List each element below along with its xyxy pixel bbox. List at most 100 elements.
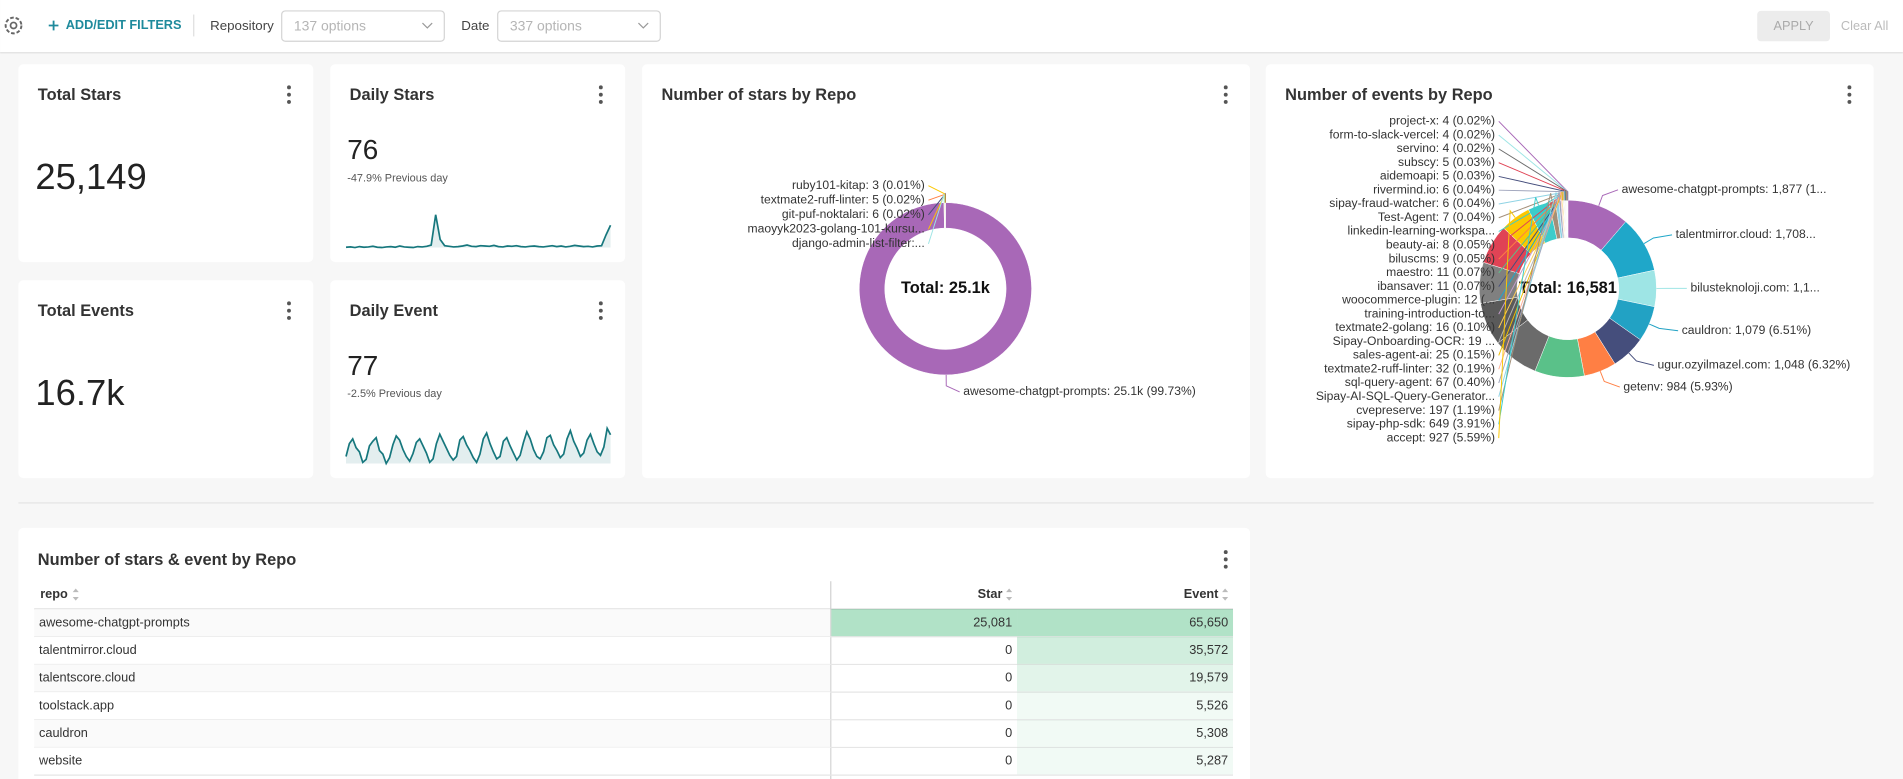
slice-label: biluscms: 9 (0.05%)	[1389, 251, 1495, 265]
slice-label: maoyyk2023-golang-101-kursu...	[748, 222, 925, 236]
cell-event: 65,650	[1189, 614, 1228, 629]
heat-cell	[1017, 664, 1234, 693]
slice-label: sipay-fraud-watcher: 6 (0.04%)	[1329, 196, 1495, 210]
card	[18, 64, 314, 263]
menu-dot[interactable]	[1847, 85, 1852, 90]
slice-label: Test-Agent: 7 (0.04%)	[1378, 210, 1495, 224]
heat-cell	[831, 609, 1018, 637]
menu-dot[interactable]	[1847, 92, 1852, 97]
menu-dot[interactable]	[598, 301, 603, 306]
slice-label: form-to-slack-vercel: 4 (0.02%)	[1329, 127, 1495, 141]
leader-line	[1498, 191, 1561, 384]
menu-dot[interactable]	[287, 308, 291, 313]
card-title: Number of events by Repo	[1285, 86, 1492, 104]
slice-label: getenv: 984 (5.93%)	[1623, 379, 1732, 393]
cell-repo: talentscore.cloud	[39, 670, 135, 685]
slice-label: sales-agent-ai: 25 (0.15%)	[1353, 348, 1495, 362]
cell-star: 0	[1005, 670, 1012, 685]
cell-repo: talentmirror.cloud	[39, 642, 137, 657]
slice-label: awesome-chatgpt-prompts: 1,877 (1...	[1622, 182, 1827, 196]
sort-icon	[1222, 588, 1229, 601]
card	[18, 280, 314, 479]
slice-label: django-admin-list-filter:...	[792, 236, 925, 250]
menu-dot[interactable]	[1223, 557, 1228, 562]
card	[1265, 64, 1874, 479]
trend-change: -47.9% Previous day	[347, 172, 448, 184]
menu-dot[interactable]	[598, 99, 603, 104]
chevron	[638, 22, 649, 29]
menu-dot[interactable]	[1223, 99, 1228, 104]
leader-line	[1498, 191, 1565, 329]
menu-dot[interactable]	[287, 315, 291, 320]
cell-event: 35,572	[1189, 642, 1228, 657]
leader-line	[1498, 189, 1565, 315]
card	[330, 280, 626, 479]
slice-label: git-puf-noktalari: 6 (0.02%)	[782, 207, 925, 221]
column-header[interactable]: repo	[40, 586, 68, 601]
slice-label: subscy: 5 (0.03%)	[1398, 155, 1495, 169]
card-title: Daily Event	[350, 302, 439, 320]
filter-select[interactable]	[497, 10, 661, 42]
slice-label: sql-query-agent: 67 (0.40%)	[1345, 375, 1495, 389]
card-title: Number of stars by Repo	[661, 86, 856, 104]
slice-label: maestro: 11 (0.07%)	[1386, 265, 1495, 279]
trend-change: -2.5% Previous day	[347, 388, 442, 400]
heat-cell	[1017, 609, 1234, 637]
apply-button[interactable]	[1757, 10, 1830, 42]
menu-dot[interactable]	[1223, 550, 1228, 555]
slice-label: accept: 927 (5.59%)	[1387, 430, 1496, 444]
menu-dot[interactable]	[1847, 99, 1852, 104]
slice-label: servino: 4 (0.02%)	[1397, 141, 1495, 155]
menu-dot[interactable]	[1223, 92, 1228, 97]
menu-dot[interactable]	[598, 92, 603, 97]
table-row	[34, 747, 831, 776]
menu-dot[interactable]	[598, 315, 603, 320]
slice-label: talentmirror.cloud: 1,708...	[1676, 227, 1816, 241]
slice-label: textmate2-golang: 16 (0.10%)	[1335, 320, 1495, 334]
slice-label: linkedin-learning-workspa...	[1348, 224, 1496, 238]
clear-all-button[interactable]: Clear All	[1841, 18, 1888, 33]
column-header[interactable]: Event	[1184, 586, 1219, 601]
menu-dot[interactable]	[1223, 564, 1228, 569]
menu-dot[interactable]	[598, 308, 603, 313]
table-row	[34, 636, 831, 665]
menu-dot[interactable]	[598, 85, 603, 90]
settings-icon[interactable]	[4, 16, 23, 35]
slice-label: cauldron: 1,079 (6.51%)	[1682, 323, 1811, 337]
cell-star: 25,081	[973, 614, 1012, 629]
add-filters-button[interactable]: ADD/EDIT FILTERS	[66, 17, 182, 32]
cell-star: 0	[1005, 642, 1012, 657]
menu-dot[interactable]	[1223, 85, 1228, 90]
menu-dot[interactable]	[287, 85, 291, 90]
plus-icon	[48, 20, 59, 31]
slice-label: sipay-php-sdk: 649 (3.91%)	[1347, 417, 1495, 431]
card-title: Daily Stars	[350, 86, 435, 104]
leader-line	[928, 193, 946, 230]
table-row	[34, 664, 831, 693]
leader-line	[1498, 191, 1563, 370]
menu-dot[interactable]	[287, 92, 291, 97]
sort-icon	[72, 588, 79, 601]
slice-label: cvepreserve: 197 (1.19%)	[1356, 403, 1495, 417]
sparkline	[345, 214, 612, 249]
card	[330, 64, 626, 263]
pie-total: Total: 25.1k	[901, 279, 991, 297]
sparkline-area	[346, 428, 611, 464]
table-row	[34, 719, 831, 748]
slice-label: textmate2-ruff-linter: 32 (0.19%)	[1324, 361, 1495, 375]
leader-line	[1648, 323, 1679, 332]
filter-placeholder: 337 options	[510, 17, 582, 33]
column-header[interactable]: Star	[978, 586, 1003, 601]
heat-cell	[1017, 747, 1234, 776]
slice-label: awesome-chatgpt-prompts: 25.1k (99.73%)	[963, 384, 1196, 398]
menu-dot[interactable]	[287, 99, 291, 104]
table-row	[34, 692, 831, 720]
sort-icon	[1006, 588, 1013, 601]
kpi-value: 25,149	[35, 156, 146, 197]
cell-star: 0	[1005, 753, 1012, 768]
slice-label: training-introduction-to...	[1364, 306, 1495, 320]
leader-line	[1498, 197, 1539, 425]
menu-dot[interactable]	[287, 301, 291, 306]
filter-select[interactable]	[281, 10, 445, 42]
